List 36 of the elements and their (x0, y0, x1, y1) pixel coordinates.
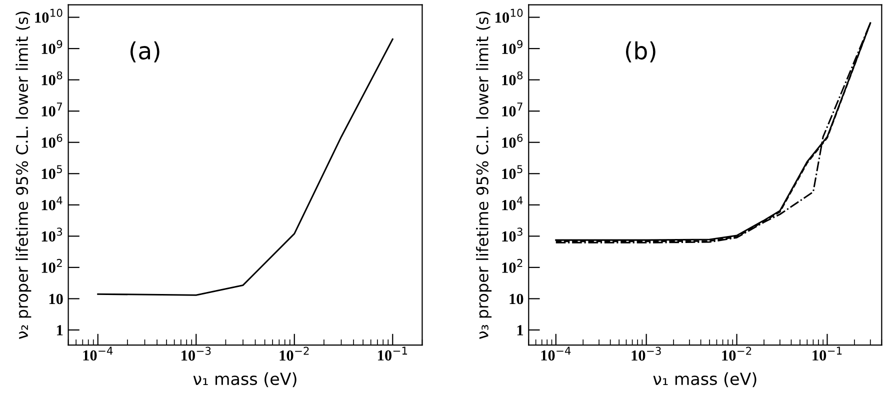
y-tick-label: 10$^{8}$ (502, 71, 523, 86)
annotation: (a) (130, 41, 160, 62)
x-axis-title: ν₁ mass (eV) (193, 372, 296, 388)
y-tick-label: 10 (510, 294, 524, 304)
y-tick-label: 10$^{4}$ (42, 196, 62, 210)
x-tick-label: 10$^{−3}$ (632, 346, 661, 361)
y-tick-label: 10$^{3}$ (42, 228, 62, 242)
y-tick-label: 10$^{6}$ (502, 134, 523, 148)
y-tick-label: 10$^{4}$ (502, 196, 523, 210)
x-axis-title: ν₁ mass (eV) (653, 372, 756, 388)
y-tick-label: 10$^{5}$ (502, 165, 522, 179)
y-tick-label: 10 (49, 294, 63, 304)
x-tick-label: 10$^{−1}$ (812, 346, 842, 361)
y-tick-label: 10$^{5}$ (42, 165, 62, 179)
y-tick-label: 10$^{6}$ (42, 134, 62, 148)
x-tick-label: 10$^{−4}$ (541, 346, 571, 361)
x-tick-label: 10$^{−3}$ (182, 346, 211, 361)
y-tick-label: 10$^{7}$ (502, 102, 522, 116)
y-tick-label: 10$^{10}$ (496, 8, 523, 23)
y-tick-label: 1 (57, 325, 63, 336)
x-tick-label: 10$^{−1}$ (378, 346, 408, 361)
y-axis-title: ν₃ proper lifetime 95% C.L. lower limit (s) (476, 12, 492, 339)
y-tick-label: 10$^{2}$ (42, 258, 62, 273)
y-tick-label: 10$^{9}$ (42, 40, 62, 54)
annotation: (b) (626, 41, 656, 62)
y-tick-label: 10$^{10}$ (35, 8, 62, 23)
x-tick-label: 10$^{−2}$ (280, 346, 309, 361)
x-tick-label: 10$^{−2}$ (722, 346, 752, 361)
y-tick-label: 10$^{9}$ (502, 40, 523, 54)
y-axis-title: ν₂ proper lifetime 95% C.L. lower limit (s) (16, 12, 32, 339)
x-tick-label: 10$^{−4}$ (83, 346, 113, 361)
y-tick-label: 10$^{7}$ (42, 102, 62, 116)
y-tick-label: 10$^{2}$ (502, 258, 522, 273)
y-tick-label: 10$^{8}$ (42, 71, 62, 86)
y-tick-label: 1 (517, 325, 523, 336)
y-tick-label: 10$^{3}$ (502, 228, 522, 242)
